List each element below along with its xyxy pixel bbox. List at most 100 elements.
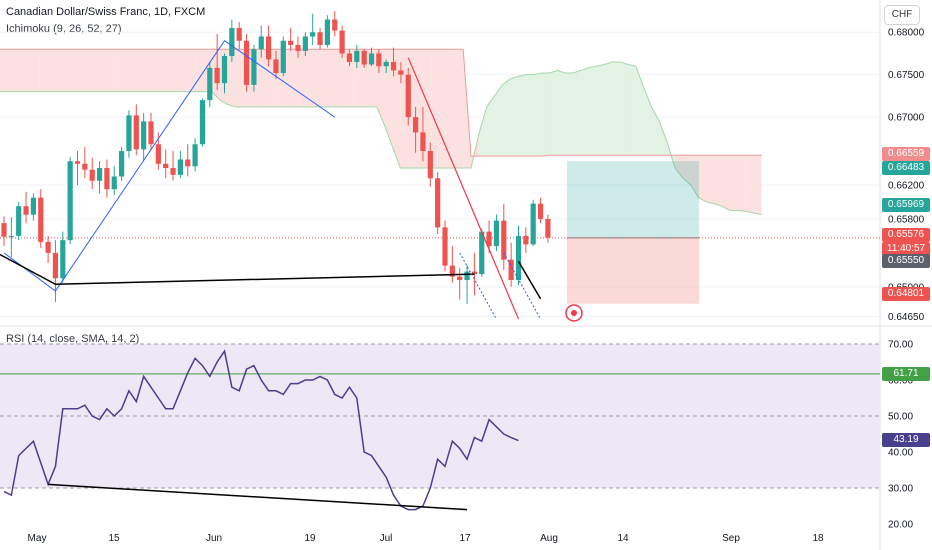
cloud-segment	[604, 61, 613, 156]
rsi-legend[interactable]: RSI (14, close, SMA, 14, 2)	[6, 333, 140, 345]
candle-body	[405, 74, 411, 118]
candle-body	[60, 240, 66, 279]
candle-body	[199, 100, 206, 145]
candle-body	[280, 40, 286, 73]
cloud-segment	[290, 49, 299, 107]
candle-body	[501, 220, 507, 260]
candle-body	[119, 151, 125, 177]
candle-body	[141, 121, 147, 150]
cloud-segment	[588, 66, 597, 156]
cloud-segment	[235, 49, 244, 107]
candle-body	[324, 19, 330, 45]
candle-body	[243, 40, 250, 85]
candle-body	[310, 32, 316, 37]
cloud-segment	[423, 49, 432, 169]
rsi-tick-label: 50.00	[888, 412, 913, 423]
candle-body	[435, 178, 441, 228]
price-label-stop: 0.64801	[882, 287, 930, 301]
candle-body	[38, 197, 44, 242]
candle-body	[376, 53, 382, 67]
price-tick-label: 0.64650	[888, 312, 925, 323]
cloud-segment	[486, 95, 495, 157]
cloud-segment	[188, 49, 197, 92]
cloud-segment	[525, 74, 534, 157]
candle-body	[515, 235, 522, 281]
cloud-segment	[392, 49, 401, 169]
price-tick-label: 0.67000	[888, 113, 925, 124]
candle-body	[148, 121, 154, 145]
candle-body	[207, 67, 213, 101]
cloud-segment	[337, 49, 346, 107]
candle-body	[251, 49, 257, 85]
candle-body	[82, 163, 88, 170]
cloud-segment	[54, 49, 63, 92]
cloud-segment	[78, 49, 87, 92]
cloud-segment	[439, 49, 448, 169]
cloud-segment	[196, 49, 205, 92]
cloud-segment	[23, 49, 32, 92]
cloud-segment	[15, 49, 24, 92]
candle-body	[23, 206, 29, 215]
rsi-label-last: 43.19	[882, 433, 930, 447]
rsi-tick-label: 20.00	[888, 520, 913, 531]
cloud-segment	[109, 49, 118, 92]
cloud-segment	[70, 49, 79, 92]
time-tick-label: Jul	[380, 533, 393, 544]
cloud-segment	[714, 155, 723, 207]
cloud-segment	[157, 49, 165, 92]
cloud-segment	[141, 49, 150, 92]
cloud-segment	[306, 49, 314, 107]
price-tick-label: 0.66200	[888, 180, 925, 191]
candle-body	[1, 223, 7, 237]
candle-body	[471, 271, 477, 275]
cloud-segment	[447, 49, 456, 169]
rsi-pane	[0, 343, 880, 511]
trend-line-short	[517, 260, 542, 300]
candle-body	[479, 231, 485, 275]
cloud-segment	[745, 155, 754, 213]
position-loss-zone	[567, 237, 699, 304]
event-marker-icon	[565, 304, 583, 322]
channel-red-line	[407, 57, 520, 320]
cloud-segment	[31, 49, 40, 92]
drawings[interactable]	[0, 40, 583, 322]
cloud-segment	[321, 49, 330, 107]
candle-body	[258, 36, 264, 50]
cloud-segment	[510, 76, 519, 157]
time-tick-label: 14	[617, 533, 629, 544]
rsi-line	[3, 349, 519, 511]
time-tick-label: May	[28, 533, 47, 544]
candle-body	[398, 70, 404, 75]
cloud-segment	[502, 78, 511, 157]
cloud-segment	[353, 49, 362, 107]
cloud-segment	[0, 49, 8, 92]
candle-body	[302, 36, 308, 51]
price-tick-label: 0.65800	[888, 214, 925, 225]
candle-body	[332, 19, 338, 31]
cloud-segment	[612, 61, 621, 156]
candle-body	[221, 56, 228, 84]
senkou-span-b	[0, 48, 762, 157]
candle-body	[236, 28, 242, 41]
cloud-segment	[227, 49, 236, 107]
candle-body	[273, 59, 279, 73]
currency-badge[interactable]: CHF	[884, 5, 920, 25]
cloud-segment	[659, 121, 668, 156]
cloud-segment	[635, 66, 644, 156]
cloud-segment	[690, 155, 699, 198]
rsi-tick-label: 40.00	[888, 448, 913, 459]
channel-blue-dashed-b	[503, 252, 541, 320]
candle-body	[67, 161, 73, 241]
senkou-span-a	[0, 61, 762, 216]
candle-body	[163, 163, 169, 169]
cloud-segment	[431, 49, 440, 169]
time-tick-label: 17	[459, 533, 471, 544]
position-tool[interactable]	[0, 160, 880, 304]
cloud-segment	[651, 106, 660, 156]
time-tick-label: 18	[812, 533, 824, 544]
cloud-segment	[39, 49, 48, 92]
candle-body	[449, 265, 455, 277]
cloud-segment	[149, 49, 157, 92]
trend-line-lower-a	[0, 253, 56, 285]
